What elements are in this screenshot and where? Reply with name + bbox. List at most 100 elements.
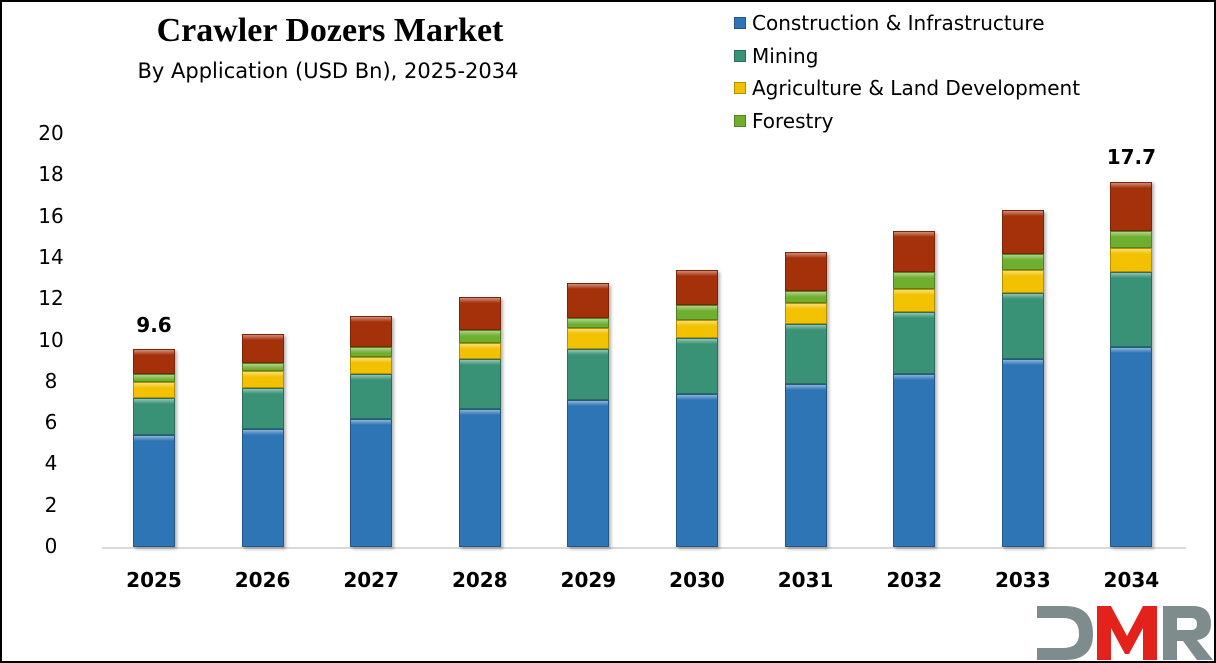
bar-segment xyxy=(676,394,718,547)
bar-segment xyxy=(350,373,393,419)
legend-item-agriculture: Agriculture & Land Development xyxy=(734,72,1080,105)
x-axis-line xyxy=(102,547,1186,549)
bar-segment xyxy=(133,398,175,436)
legend-swatch-icon xyxy=(734,49,746,62)
bar-segment xyxy=(458,342,501,360)
x-tick-label: 2032 xyxy=(886,568,943,592)
legend-item-forestry: Forestry xyxy=(734,105,1080,138)
y-tick-label: 8 xyxy=(44,368,58,393)
stacked-bar-2033 xyxy=(1001,210,1044,547)
bar-segment xyxy=(241,429,284,547)
dmr-logo xyxy=(1037,606,1213,660)
bar-segment xyxy=(241,363,284,372)
bar-segment xyxy=(784,251,827,291)
x-tick-label: 2025 xyxy=(126,568,182,592)
stacked-bar-2030 xyxy=(676,270,718,547)
stacked-bar-2031 xyxy=(784,251,827,547)
bar-segment xyxy=(1110,272,1153,347)
bar-segment xyxy=(1110,181,1153,232)
bar-segment xyxy=(1001,210,1044,254)
legend-label: Mining xyxy=(752,43,819,68)
bar-segment xyxy=(1001,359,1044,547)
bar-segment xyxy=(1001,253,1044,271)
bar-segment xyxy=(458,408,501,547)
stacked-bar-2034 xyxy=(1110,181,1153,547)
y-tick-label: 12 xyxy=(38,286,64,311)
bar-segment xyxy=(241,334,284,364)
bar-segment xyxy=(893,231,936,273)
bar-segment xyxy=(133,381,175,399)
bar-segment xyxy=(241,371,284,388)
bar-segment xyxy=(1110,247,1153,273)
total-value-label: 17.7 xyxy=(1106,145,1157,170)
x-tick-label: 2033 xyxy=(994,568,1051,592)
legend-swatch-icon xyxy=(734,17,746,30)
stacked-bar-2026 xyxy=(241,334,284,547)
bar-segment xyxy=(133,435,175,547)
bar-segment xyxy=(350,315,393,347)
bar-segment xyxy=(567,317,610,329)
bar-segment xyxy=(133,348,175,374)
x-tick-label: 2034 xyxy=(1103,568,1160,592)
y-tick-label: 16 xyxy=(38,203,64,228)
bar-segment xyxy=(893,311,936,374)
y-tick-label: 6 xyxy=(44,410,58,435)
legend-item-construction: Construction & Infrastructure xyxy=(734,7,1080,40)
y-tick-label: 2 xyxy=(44,492,58,517)
bar-segment xyxy=(784,323,827,384)
bar-segment xyxy=(350,357,393,374)
stacked-bar-2032 xyxy=(893,231,936,547)
y-tick-label: 14 xyxy=(38,244,64,269)
total-value-label: 9.6 xyxy=(136,312,172,337)
x-tick-label: 2026 xyxy=(234,568,291,592)
x-tick-label: 2029 xyxy=(560,568,617,592)
bar-segment xyxy=(350,418,393,547)
bar-segment xyxy=(567,348,610,401)
stacked-bar-2027 xyxy=(350,315,393,547)
y-tick-label: 4 xyxy=(44,451,58,476)
legend-label: Construction & Infrastructure xyxy=(752,11,1045,36)
bar-segment xyxy=(1001,293,1044,360)
x-tick-label: 2027 xyxy=(343,568,400,592)
y-tick-label: 18 xyxy=(38,162,64,187)
bar-segment xyxy=(567,282,610,318)
x-tick-label: 2030 xyxy=(669,568,725,592)
legend-label: Forestry xyxy=(752,108,834,133)
bar-segment xyxy=(241,387,284,430)
x-tick-label: 2031 xyxy=(777,568,834,592)
bar-segment xyxy=(676,305,718,320)
chart-subtitle: By Application (USD Bn), 2025-2034 xyxy=(137,59,519,83)
bar-segment xyxy=(1110,346,1153,547)
stacked-bar-2029 xyxy=(567,282,610,547)
legend-swatch-icon xyxy=(734,82,746,95)
legend-item-mining: Mining xyxy=(734,40,1080,73)
bar-segment xyxy=(784,290,827,304)
bar-segment xyxy=(676,270,718,306)
chart-title: Crawler Dozers Market xyxy=(156,12,504,49)
bar-segment xyxy=(784,303,827,324)
bar-segment xyxy=(567,400,610,547)
legend-swatch-icon xyxy=(734,114,746,127)
bar-segment xyxy=(567,328,610,349)
x-tick-label: 2028 xyxy=(451,568,508,592)
legend: Construction & Infrastructure Mining Agr… xyxy=(734,7,1080,137)
bar-segment xyxy=(1110,231,1153,248)
stacked-bar-2025 xyxy=(133,348,175,547)
stacked-bar-2028 xyxy=(458,297,501,547)
bar-segment xyxy=(893,272,936,289)
y-tick-label: 20 xyxy=(38,121,64,145)
y-tick-label: 10 xyxy=(38,327,64,352)
legend-label: Agriculture & Land Development xyxy=(752,76,1081,101)
bar-segment xyxy=(458,330,501,343)
y-tick-label: 0 xyxy=(44,534,58,558)
bar-segment xyxy=(1001,270,1044,293)
bar-segment xyxy=(893,288,936,312)
bar-segment xyxy=(133,373,175,382)
bar-segment xyxy=(893,373,936,547)
bar-segment xyxy=(676,338,718,395)
bar-segment xyxy=(458,359,501,409)
bar-segment xyxy=(350,346,393,358)
bar-segment xyxy=(458,297,501,331)
bar-segment xyxy=(676,319,718,339)
